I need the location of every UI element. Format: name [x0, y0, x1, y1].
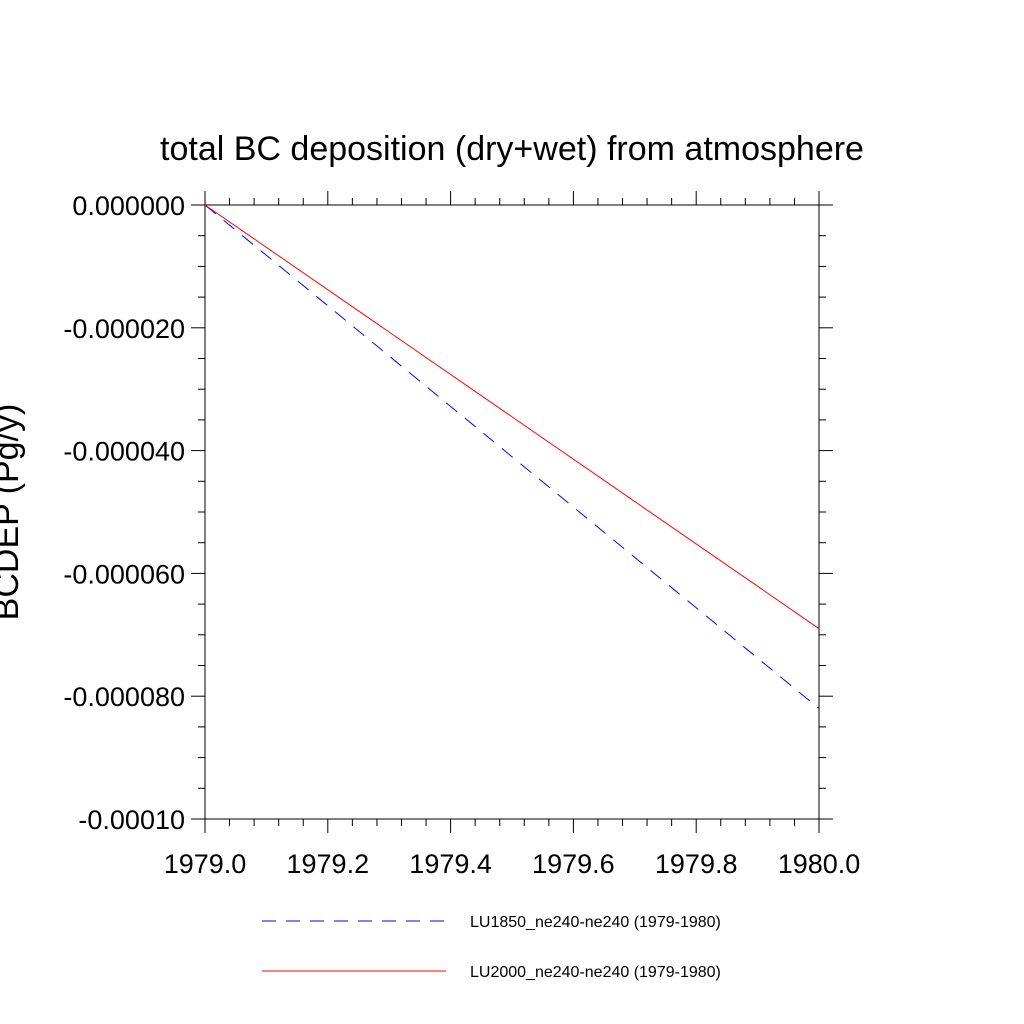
legend-label-1: LU1850_ne240-ne240 (1979-1980) [470, 914, 721, 931]
y-axis-label: BCDEP (Pg/y) [0, 404, 26, 621]
y-tick-label: -0.000040 [63, 437, 185, 467]
x-tick-label: 1979.0 [164, 849, 247, 879]
series-line-2 [204, 204, 820, 630]
series-lines [204, 204, 820, 709]
plot-frame [204, 204, 820, 820]
chart-title: total BC deposition (dry+wet) from atmos… [160, 130, 864, 168]
y-tick-label: -0.000020 [63, 314, 185, 344]
tick-labels: 1979.0 1979.2 1979.4 1979.6 1979.8 1980.0 0.00… [63, 191, 860, 879]
series-line-1 [204, 204, 820, 709]
y-tick-label: -0.000060 [63, 559, 185, 589]
y-tick-label: -0.000080 [63, 682, 185, 712]
axis-ticks [191, 191, 833, 833]
x-tick-label: 1980.0 [778, 849, 861, 879]
legend: LU1850_ne240-ne240 (1979-1980) LU2000_ne2… [262, 914, 721, 981]
legend-label-2: LU2000_ne240-ne240 (1979-1980) [470, 964, 721, 981]
y-tick-label: 0.000000 [72, 191, 185, 221]
y-tick-label: -0.00010 [78, 805, 185, 835]
x-tick-label: 1979.6 [532, 849, 615, 879]
x-tick-label: 1979.2 [287, 849, 370, 879]
x-tick-label: 1979.8 [655, 849, 738, 879]
x-tick-label: 1979.4 [409, 849, 492, 879]
